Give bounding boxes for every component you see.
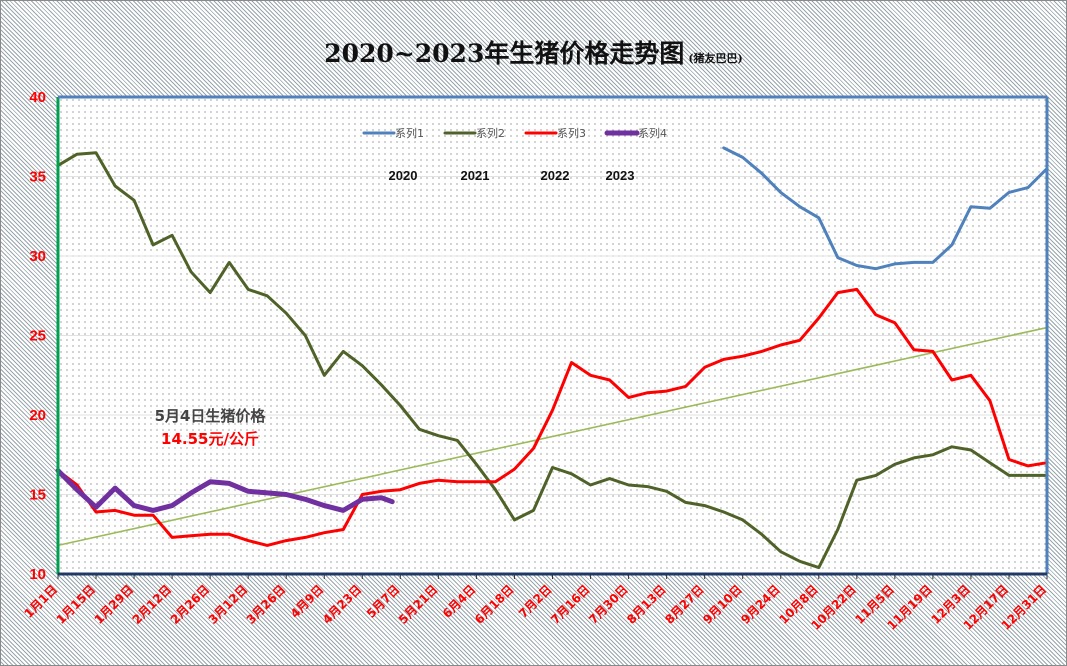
y-tick-label: 15 bbox=[29, 487, 46, 504]
x-tick-label: 1月29日 bbox=[92, 582, 137, 627]
series-2 bbox=[56, 151, 1049, 570]
series-1 bbox=[722, 146, 1049, 271]
year-label: 2021 bbox=[461, 168, 490, 183]
x-tick-label: 5月21日 bbox=[396, 582, 441, 627]
y-tick-label: 25 bbox=[29, 328, 46, 345]
year-label: 2020 bbox=[389, 168, 418, 183]
annotation-value: 14.55元/公斤 bbox=[161, 430, 259, 448]
y-tick-label: 35 bbox=[29, 169, 46, 186]
x-tick-label: 2月12日 bbox=[130, 582, 175, 627]
y-tick-label: 10 bbox=[29, 566, 46, 583]
x-tick-label: 8月27日 bbox=[662, 582, 707, 627]
legend-label: 系列4 bbox=[638, 126, 667, 140]
year-label: 2023 bbox=[606, 168, 635, 183]
x-tick-label: 8月13日 bbox=[624, 582, 669, 627]
x-tick-label: 3月12日 bbox=[206, 582, 251, 627]
series-4 bbox=[55, 468, 395, 513]
chart-subtitle: (猪友巴巴) bbox=[688, 52, 743, 65]
x-tick-label: 2月26日 bbox=[168, 582, 213, 627]
x-tick-label: 9月10日 bbox=[700, 582, 745, 627]
y-tick-label: 20 bbox=[29, 407, 46, 424]
series-3 bbox=[56, 287, 1049, 547]
annotation-label: 5月4日生猪价格 bbox=[154, 407, 266, 425]
year-label: 2022 bbox=[541, 168, 570, 183]
x-tick-label: 3月26日 bbox=[244, 582, 289, 627]
legend-label: 系列3 bbox=[557, 126, 586, 140]
series-line bbox=[722, 146, 1049, 271]
legend-label: 系列2 bbox=[476, 126, 505, 140]
y-tick-label: 30 bbox=[29, 248, 46, 265]
chart-title: 2020~2023年生猪价格走势图 (猪友巴巴) bbox=[0, 34, 1067, 70]
x-tick-label: 9月24日 bbox=[738, 582, 783, 627]
x-tick-label: 7月16日 bbox=[548, 582, 593, 627]
trendline bbox=[57, 326, 1048, 547]
x-tick-label: 1月15日 bbox=[54, 582, 99, 627]
chart-title-text: 2020~2023年生猪价格走势图 bbox=[324, 39, 685, 68]
x-tick-label: 7月30日 bbox=[586, 582, 631, 627]
series-line bbox=[55, 468, 395, 513]
y-tick-label: 40 bbox=[29, 89, 46, 106]
x-tick-label: 6月18日 bbox=[472, 582, 517, 627]
legend-label: 系列1 bbox=[395, 126, 424, 140]
x-tick-label: 4月23日 bbox=[320, 582, 365, 627]
